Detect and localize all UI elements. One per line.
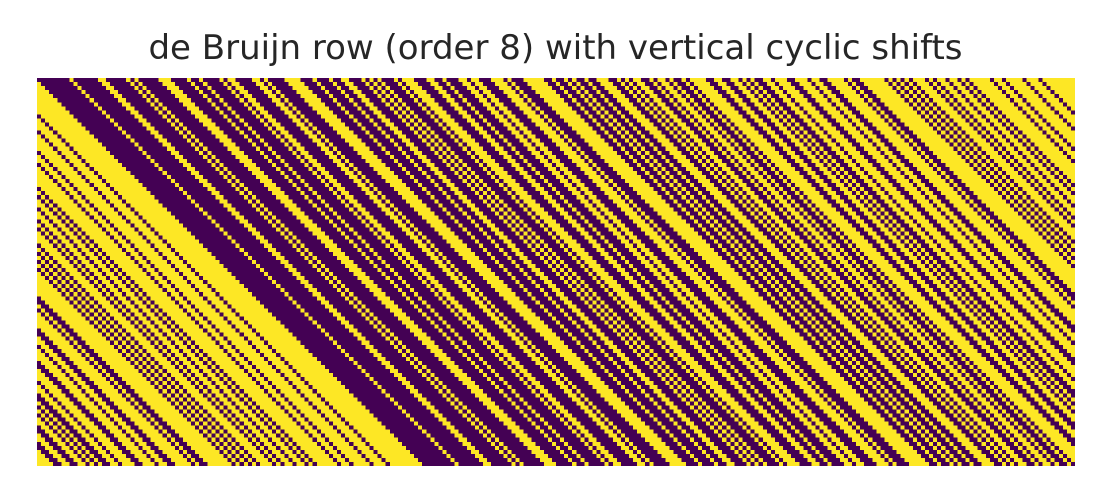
heatmap-image bbox=[37, 78, 1075, 466]
chart-title: de Bruijn row (order 8) with vertical cy… bbox=[148, 28, 963, 68]
